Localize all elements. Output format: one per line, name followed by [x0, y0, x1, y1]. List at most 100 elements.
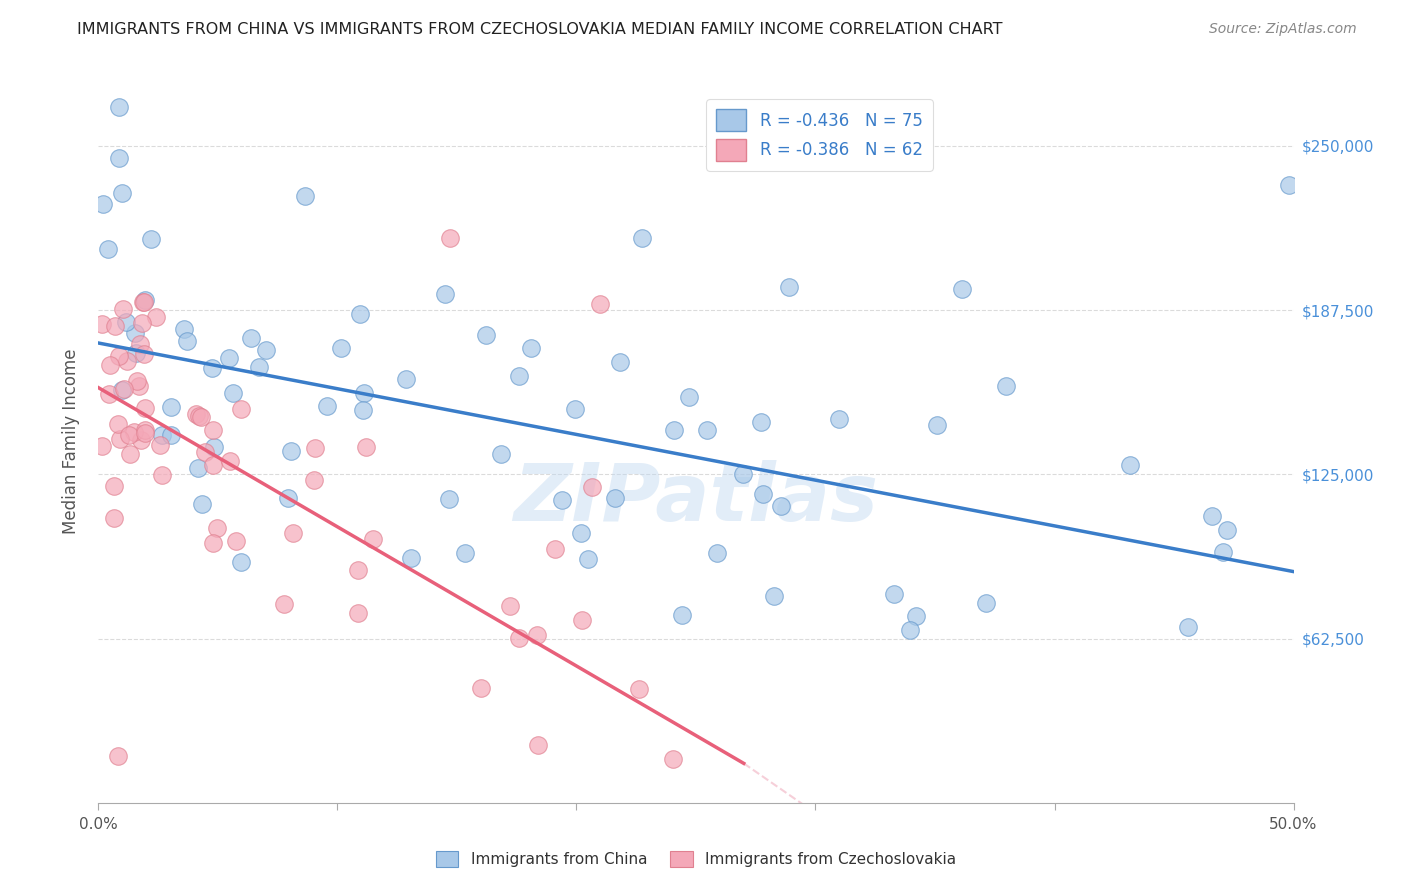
Point [247, 359, 270, 374]
Point [97, 386, 120, 401]
Point [108, 99, 131, 113]
Point [190, 409, 212, 424]
Point [132, 294, 155, 309]
Point [551, 492, 574, 507]
Point [111, 186, 134, 200]
Point [749, 416, 772, 430]
Point [581, 480, 603, 494]
Point [294, 189, 316, 203]
Point [134, 294, 156, 309]
Point [91, 197, 114, 211]
Point [122, 425, 145, 440]
Point [437, 491, 460, 506]
Point [605, 491, 627, 506]
Point [470, 681, 492, 695]
Point [225, 533, 247, 548]
Point [103, 479, 125, 493]
Point [770, 499, 793, 513]
Point [107, 349, 129, 363]
Point [222, 386, 245, 401]
Point [995, 379, 1018, 393]
Point [202, 440, 225, 454]
Point [90, 317, 112, 331]
Point [662, 751, 685, 765]
Point [201, 458, 224, 472]
Point [107, 417, 129, 431]
Point [240, 331, 263, 345]
Point [111, 383, 134, 397]
Point [202, 536, 225, 550]
Point [173, 322, 195, 336]
Point [508, 631, 530, 645]
Point [1278, 178, 1301, 193]
Point [778, 279, 800, 293]
Text: ZIPatlas: ZIPatlas [513, 460, 879, 539]
Point [97, 242, 120, 256]
Point [731, 467, 754, 481]
Point [489, 447, 512, 461]
Point [671, 607, 693, 622]
Point [254, 343, 277, 357]
Point [145, 310, 167, 324]
Point [134, 424, 156, 438]
Point [112, 301, 135, 316]
Point [527, 738, 550, 752]
Point [283, 525, 305, 540]
Point [696, 423, 718, 437]
Point [664, 423, 686, 437]
Point [110, 432, 132, 446]
Point [205, 521, 228, 535]
Point [354, 440, 377, 454]
Point [898, 623, 921, 637]
Point [925, 417, 948, 432]
Point [974, 597, 997, 611]
Point [201, 361, 224, 376]
Point [229, 402, 252, 417]
Point [433, 286, 456, 301]
Point [149, 437, 172, 451]
Point [112, 382, 135, 396]
Point [218, 351, 240, 365]
Point [576, 552, 599, 566]
Point [120, 447, 142, 461]
Point [526, 628, 548, 642]
Point [277, 491, 299, 505]
Point [569, 525, 592, 540]
Text: Source: ZipAtlas.com: Source: ZipAtlas.com [1209, 22, 1357, 37]
Point [349, 307, 371, 321]
Point [628, 682, 651, 697]
Point [134, 401, 156, 416]
Point [752, 486, 775, 500]
Point [353, 386, 375, 401]
Point [191, 497, 214, 511]
Point [98, 358, 121, 372]
Point [454, 546, 477, 560]
Point [141, 232, 163, 246]
Point [589, 296, 612, 310]
Point [631, 231, 654, 245]
Point [103, 510, 125, 524]
Point [132, 346, 155, 360]
Point [128, 378, 150, 392]
Point [302, 473, 325, 487]
Point [194, 445, 217, 459]
Point [571, 613, 593, 627]
Point [1118, 458, 1140, 472]
Point [316, 399, 339, 413]
Point [1177, 620, 1199, 634]
Text: IMMIGRANTS FROM CHINA VS IMMIGRANTS FROM CZECHOSLOVAKIA MEDIAN FAMILY INCOME COR: IMMIGRANTS FROM CHINA VS IMMIGRANTS FROM… [77, 22, 1002, 37]
Point [114, 315, 136, 329]
Point [184, 407, 207, 421]
Y-axis label: Median Family Income: Median Family Income [62, 349, 80, 534]
Point [108, 151, 131, 165]
Legend: Immigrants from China, Immigrants from Czechoslovakia: Immigrants from China, Immigrants from C… [436, 852, 956, 867]
Point [475, 328, 498, 343]
Point [905, 609, 928, 624]
Point [544, 542, 567, 557]
Point [131, 434, 153, 448]
Point [950, 282, 973, 296]
Point [828, 412, 851, 426]
Point [762, 589, 785, 603]
Point [1201, 508, 1223, 523]
Point [394, 372, 416, 386]
